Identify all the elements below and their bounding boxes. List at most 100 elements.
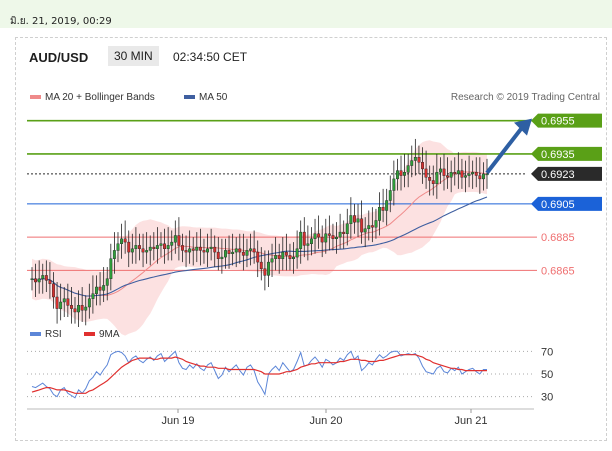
candle-body xyxy=(342,231,346,235)
candle xyxy=(137,233,141,261)
level-label-0.6885: 0.6885 xyxy=(541,232,575,244)
bollinger-bands xyxy=(32,140,487,336)
candle-body xyxy=(163,243,167,250)
candle xyxy=(378,192,381,236)
candle xyxy=(374,208,378,239)
candle xyxy=(184,235,188,268)
legend-9ma: 9MA xyxy=(84,329,120,340)
candle-body xyxy=(209,246,213,250)
candle xyxy=(73,297,77,324)
candle-body xyxy=(367,225,371,229)
bollinger-band-area xyxy=(32,140,487,336)
candle xyxy=(267,250,270,288)
candle xyxy=(152,232,156,261)
candle-body xyxy=(320,236,324,243)
legend-ma50-swatch xyxy=(184,95,195,100)
candle-body xyxy=(34,278,37,283)
time-axis: Jun 19 Jun 20 Jun 21 xyxy=(27,408,534,427)
candle xyxy=(55,282,59,324)
candle xyxy=(370,207,374,243)
candle-body xyxy=(155,245,159,249)
rsi-tick-30: 30 xyxy=(541,392,553,404)
legend-rsi-label: RSI xyxy=(45,329,62,340)
candle-body xyxy=(467,173,471,176)
level-label-0.6923: 0.6923 xyxy=(541,169,575,181)
candle xyxy=(331,223,335,251)
candle xyxy=(141,233,145,268)
candle xyxy=(320,225,324,258)
candle xyxy=(474,157,478,188)
candle xyxy=(206,233,210,268)
candle xyxy=(428,165,432,196)
candle-body xyxy=(317,233,321,238)
candle xyxy=(460,158,464,189)
moving-averages xyxy=(31,171,488,297)
candle-body xyxy=(30,278,34,280)
candle-body xyxy=(137,245,141,249)
candle-body xyxy=(91,293,95,299)
candle-body xyxy=(449,171,453,178)
candle xyxy=(464,160,467,193)
candle-body xyxy=(188,248,192,253)
legend-bollinger-label: MA 20 + Bollinger Bands xyxy=(45,92,155,103)
candle xyxy=(342,220,346,249)
candle-body xyxy=(123,238,127,243)
ma20-line xyxy=(31,171,488,297)
candle xyxy=(406,153,410,188)
candle xyxy=(91,275,95,314)
candle-body xyxy=(263,268,267,276)
chart-frame xyxy=(15,37,607,441)
candle-body xyxy=(292,256,295,260)
candle xyxy=(456,152,460,189)
candle-body xyxy=(284,251,288,256)
candle xyxy=(327,215,331,251)
candle-body xyxy=(288,255,292,259)
candle xyxy=(41,263,45,294)
candle-body xyxy=(41,275,45,279)
candle xyxy=(288,243,292,271)
candle xyxy=(48,262,52,299)
candle-body xyxy=(105,278,109,286)
chart-time: 02:34:50 CET xyxy=(173,50,248,64)
candle-body xyxy=(327,233,331,236)
candle xyxy=(449,160,453,193)
candle xyxy=(30,267,34,291)
timeframe-badge: 30 MIN xyxy=(108,46,159,66)
candle-body xyxy=(252,248,256,253)
candle xyxy=(424,150,428,189)
candle xyxy=(77,290,81,327)
candle xyxy=(241,233,245,271)
candle-body xyxy=(231,251,235,255)
candle-body xyxy=(424,168,428,178)
candle-body xyxy=(191,248,195,251)
candle-body xyxy=(87,298,91,308)
candle-body xyxy=(313,233,317,240)
candle-body xyxy=(310,238,313,245)
candle xyxy=(105,267,109,301)
candle-body xyxy=(370,225,374,228)
candle-body xyxy=(453,171,457,175)
candle xyxy=(223,238,227,269)
candle-body xyxy=(464,175,467,178)
timestamp: มิ.ย. 21, 2019, 00:29 xyxy=(10,16,112,27)
candle xyxy=(471,160,475,189)
candle xyxy=(385,188,389,226)
candle xyxy=(145,232,149,264)
candle xyxy=(345,208,349,246)
candle-body xyxy=(421,161,424,170)
legend-9ma-swatch xyxy=(84,332,95,337)
candle-body xyxy=(335,236,338,240)
candle xyxy=(220,238,224,274)
candle xyxy=(356,203,360,238)
candle-body xyxy=(338,231,342,238)
candlesticks xyxy=(30,138,489,327)
candle-body xyxy=(249,248,253,251)
legend-rsi: RSI xyxy=(30,329,62,340)
candle-body xyxy=(259,261,263,270)
top-bar: มิ.ย. 21, 2019, 00:29 xyxy=(0,0,612,28)
candle xyxy=(467,155,471,188)
candle xyxy=(478,157,482,194)
candle-body xyxy=(410,160,414,166)
candle-body xyxy=(213,246,217,253)
